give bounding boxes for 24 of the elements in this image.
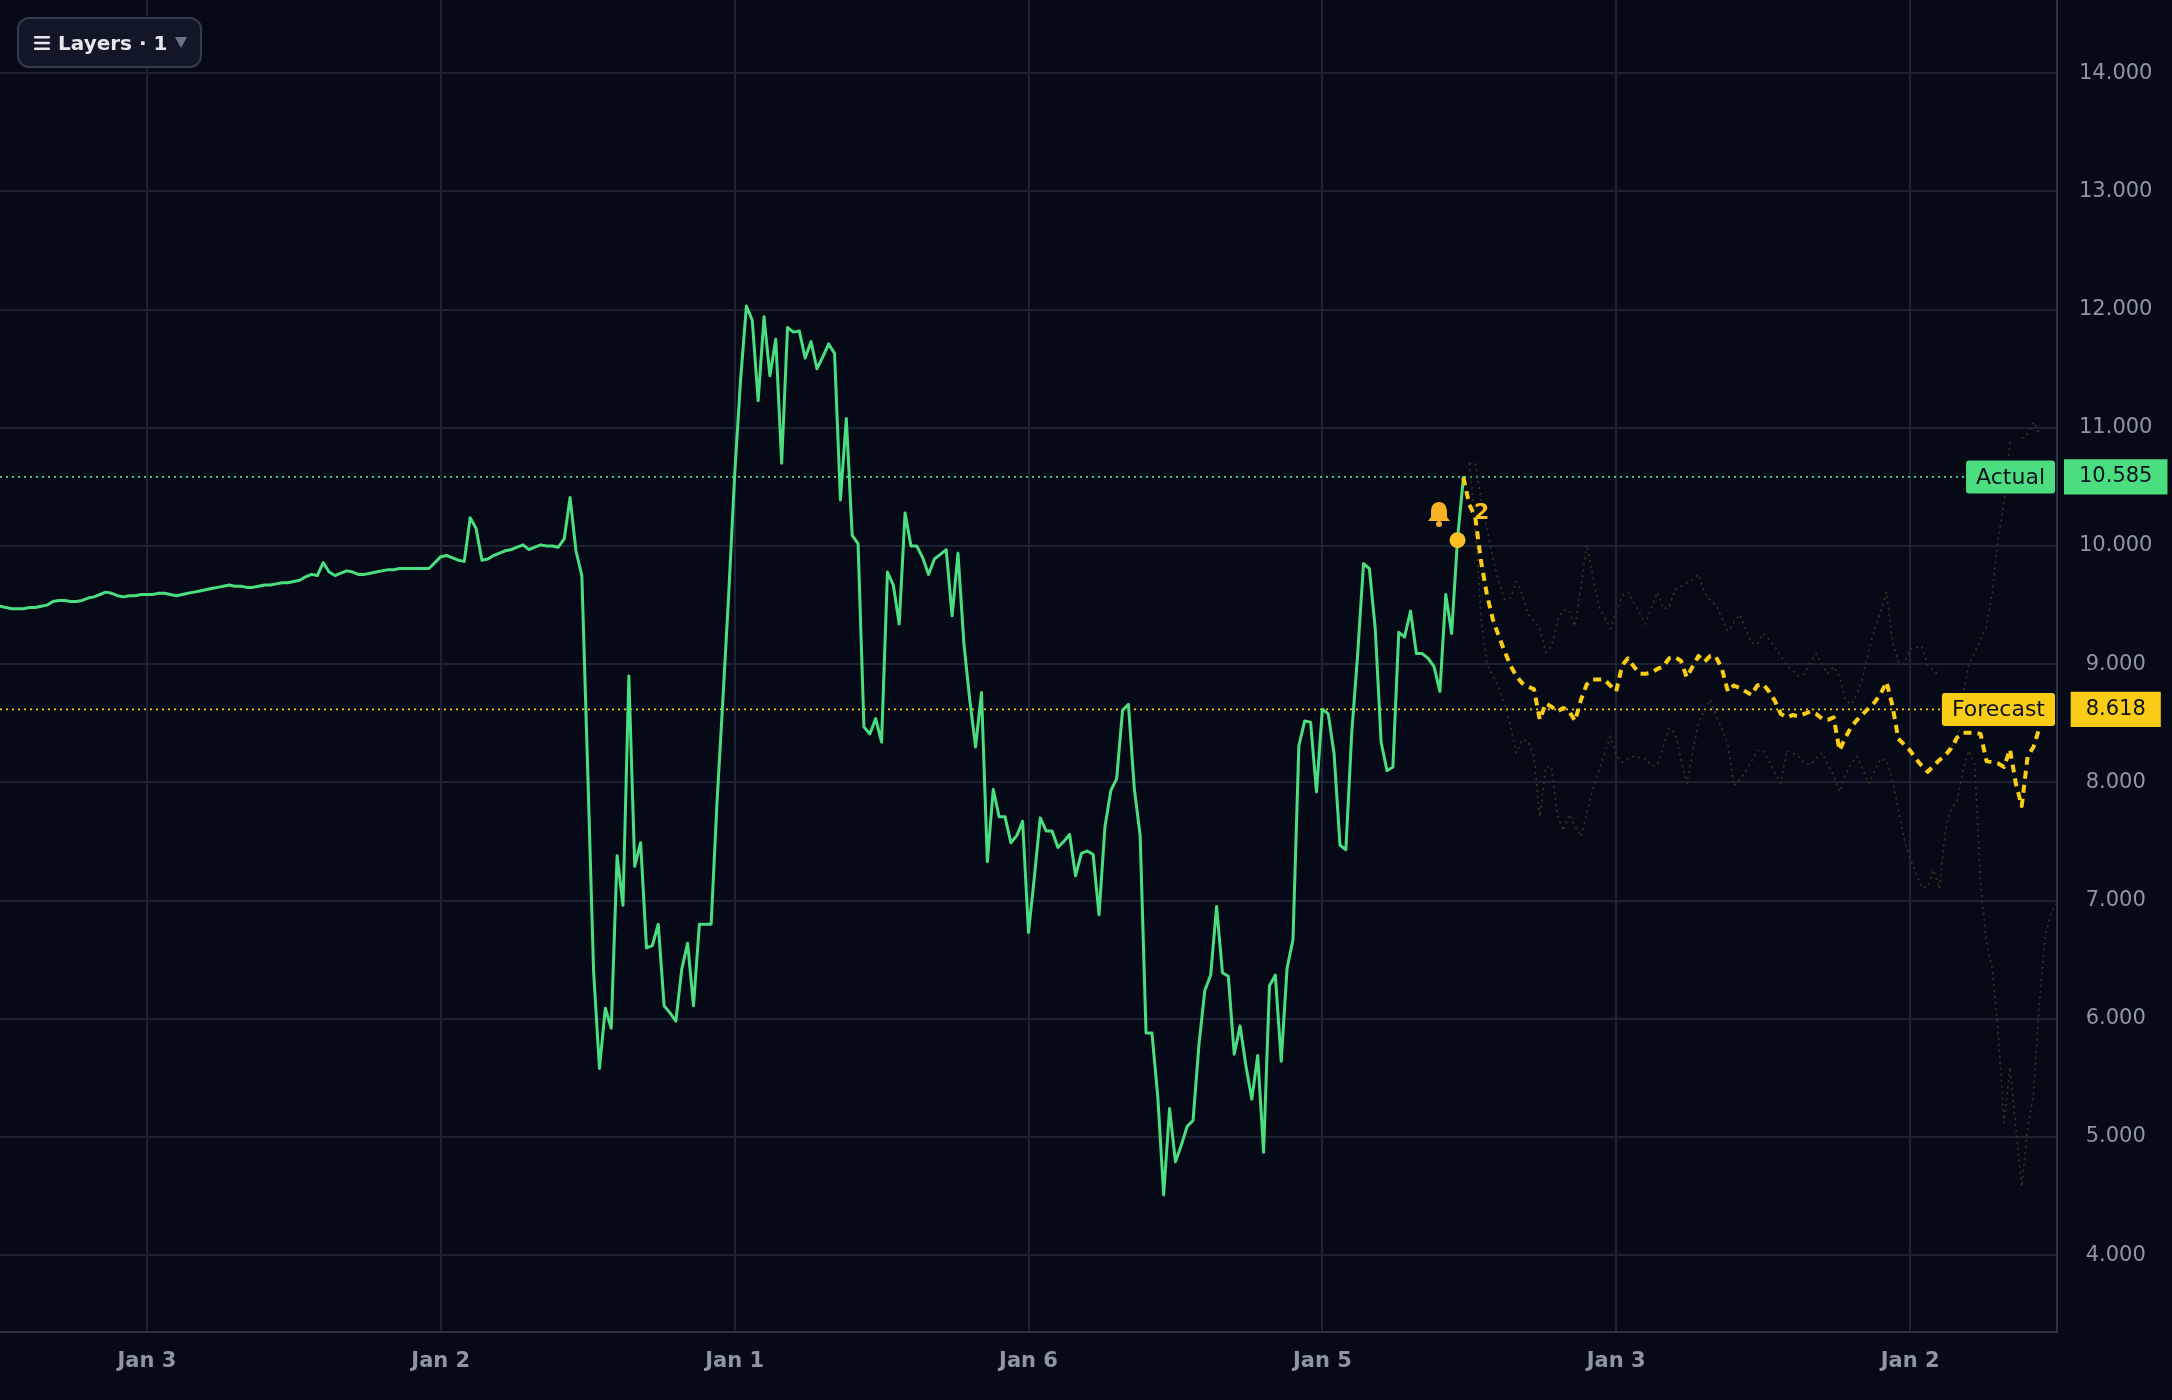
y-tick-label: 8.618 xyxy=(2085,695,2146,720)
y-tick-label: 10.585 xyxy=(2079,463,2153,488)
y-tick-label: 5.000 xyxy=(2085,1123,2146,1148)
y-tick-label: 13.000 xyxy=(2079,177,2153,202)
y-tick-label: 6.000 xyxy=(2085,1005,2146,1030)
x-tick-label: Jan 3 xyxy=(1584,1348,1646,1373)
x-tick-label: Jan 2 xyxy=(409,1348,471,1373)
annotation: 2 xyxy=(1473,498,1490,524)
y-tick-label: 11.000 xyxy=(2079,414,2153,439)
x-tick-label: Jan 5 xyxy=(1290,1348,1352,1373)
y-tick-label: 12.000 xyxy=(2079,296,2153,321)
y-tick-label: 4.000 xyxy=(2085,1241,2146,1266)
y-tick-label: 7.000 xyxy=(2085,887,2146,912)
y-tick-label: 8.000 xyxy=(2085,768,2146,793)
ref-line-label: Forecast xyxy=(1951,696,2046,722)
x-tick-label: Jan 3 xyxy=(115,1348,177,1373)
ref-line-label: Actual xyxy=(1976,463,2045,489)
x-tick-label: Jan 1 xyxy=(703,1348,765,1373)
x-tick-label: Jan 2 xyxy=(1878,1348,1940,1373)
y-tick-label: 14.000 xyxy=(2079,59,2153,84)
y-tick-label: 10.000 xyxy=(2079,532,2153,557)
x-tick-label: Jan 6 xyxy=(997,1348,1058,1373)
y-tick-label: 9.000 xyxy=(2085,650,2146,675)
annotation: Layers · 1 xyxy=(58,30,168,55)
